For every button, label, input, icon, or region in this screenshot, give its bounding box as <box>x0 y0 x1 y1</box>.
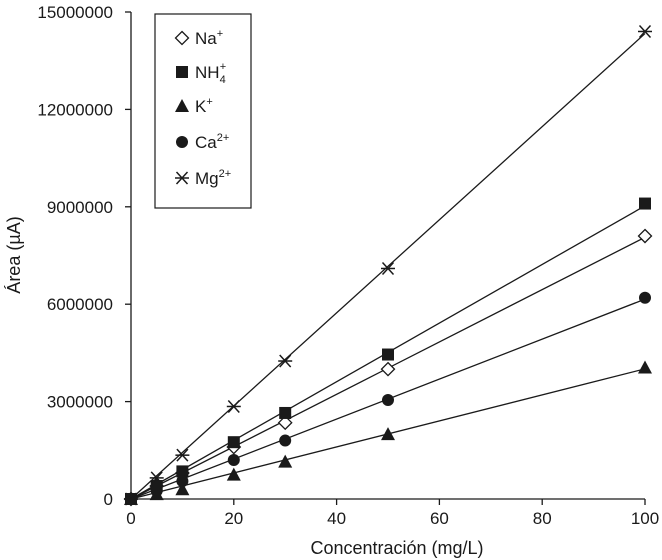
data-point-K+ <box>638 360 652 374</box>
marker-shape <box>277 415 293 431</box>
data-point-Mg2+ <box>381 261 395 275</box>
marker-shape <box>176 465 189 478</box>
marker-shape <box>638 360 652 374</box>
data-point-Ca2+ <box>176 475 189 488</box>
data-point-NH4+ <box>639 197 651 210</box>
x-tick-label: 60 <box>430 509 449 528</box>
legend-label-NH4+: NH4+ <box>195 61 226 86</box>
marker-shape <box>382 348 394 361</box>
data-point-Ca2+ <box>279 434 292 447</box>
marker-shape <box>227 454 240 467</box>
data-point-Na+ <box>637 228 653 244</box>
x-tick-label: 40 <box>327 509 346 528</box>
data-point-Na+ <box>380 361 396 377</box>
y-tick-label: 6000000 <box>47 295 113 314</box>
x-tick-label: 80 <box>533 509 552 528</box>
marker-shape <box>380 361 396 377</box>
trendline-Mg2+ <box>130 33 646 500</box>
legend-label-Mg2+: Mg2+ <box>195 168 231 188</box>
data-point-K+ <box>226 467 241 481</box>
marker-shape <box>278 454 293 468</box>
x-tick-label: 0 <box>126 509 135 528</box>
marker-stroke <box>279 354 292 368</box>
legend-label-K+: K+ <box>195 96 213 116</box>
legend-box <box>154 13 252 209</box>
legend-label-Na+: Na+ <box>195 28 223 48</box>
marker-stroke <box>176 448 189 462</box>
legend-marker-Mg2+ <box>175 171 189 185</box>
data-point-NH4+ <box>176 465 189 478</box>
data-point-K+ <box>175 482 190 496</box>
y-tick-label: 3000000 <box>47 393 113 412</box>
marker-shape <box>279 434 292 447</box>
marker-shape <box>174 30 190 46</box>
x-tick-label: 100 <box>631 509 659 528</box>
data-point-Mg2+ <box>175 448 190 462</box>
marker-shape <box>150 484 163 497</box>
marker-shape <box>381 427 395 441</box>
marker-stroke <box>150 471 163 485</box>
marker-shape <box>279 406 292 419</box>
data-point-NH4+ <box>227 436 240 449</box>
legend-marker-Ca2+ <box>176 136 188 148</box>
data-point-Mg2+ <box>278 354 293 368</box>
data-point-NH4+ <box>279 406 292 419</box>
y-axis-title: Área (µA) <box>4 216 24 293</box>
legend: Na+ NH4+ K+ Ca2+ Mg2+ <box>154 13 252 209</box>
legend-marker-K+ <box>175 99 189 112</box>
y-tick-label: 0 <box>104 490 113 509</box>
y-tick-label: 12000000 <box>37 100 113 119</box>
data-point-Na+ <box>277 415 293 431</box>
data-point-Mg2+ <box>149 471 164 485</box>
data-point-K+ <box>381 427 395 441</box>
data-point-Ca2+ <box>382 393 394 406</box>
marker-shape <box>639 197 651 210</box>
data-point-Mg2+ <box>124 492 138 506</box>
legend-marker-NH4+ <box>176 66 188 78</box>
marker-shape <box>226 467 241 481</box>
marker-shape <box>176 136 188 148</box>
series-layer <box>123 24 653 507</box>
legend-label-Ca2+: Ca2+ <box>195 132 229 152</box>
marker-shape <box>175 482 190 496</box>
marker-shape <box>382 393 394 406</box>
y-tick-label: 9000000 <box>47 198 113 217</box>
legend-marker-Na+ <box>174 30 190 46</box>
marker-stroke <box>381 261 395 275</box>
data-point-Ca2+ <box>639 291 651 304</box>
marker-stroke <box>175 171 189 185</box>
x-axis-title: Concentración (mg/L) <box>310 538 483 558</box>
marker-stroke <box>124 492 138 506</box>
marker-shape <box>175 99 189 112</box>
data-point-NH4+ <box>382 348 394 361</box>
data-point-Mg2+ <box>226 399 241 413</box>
data-point-Ca2+ <box>227 454 240 467</box>
marker-stroke <box>638 24 652 38</box>
marker-shape <box>227 436 240 449</box>
axes: 0 20 40 60 80 100 0 3000000 6000000 9000000 120000… <box>37 3 659 528</box>
marker-shape <box>176 66 188 78</box>
x-tick-label: 20 <box>224 509 243 528</box>
marker-shape <box>176 475 189 488</box>
data-point-K+ <box>278 454 293 468</box>
data-point-Ca2+ <box>150 484 163 497</box>
marker-shape <box>637 228 653 244</box>
marker-stroke <box>227 399 240 413</box>
data-point-Mg2+ <box>638 24 652 38</box>
y-tick-label: 15000000 <box>37 3 113 22</box>
marker-shape <box>639 291 651 304</box>
